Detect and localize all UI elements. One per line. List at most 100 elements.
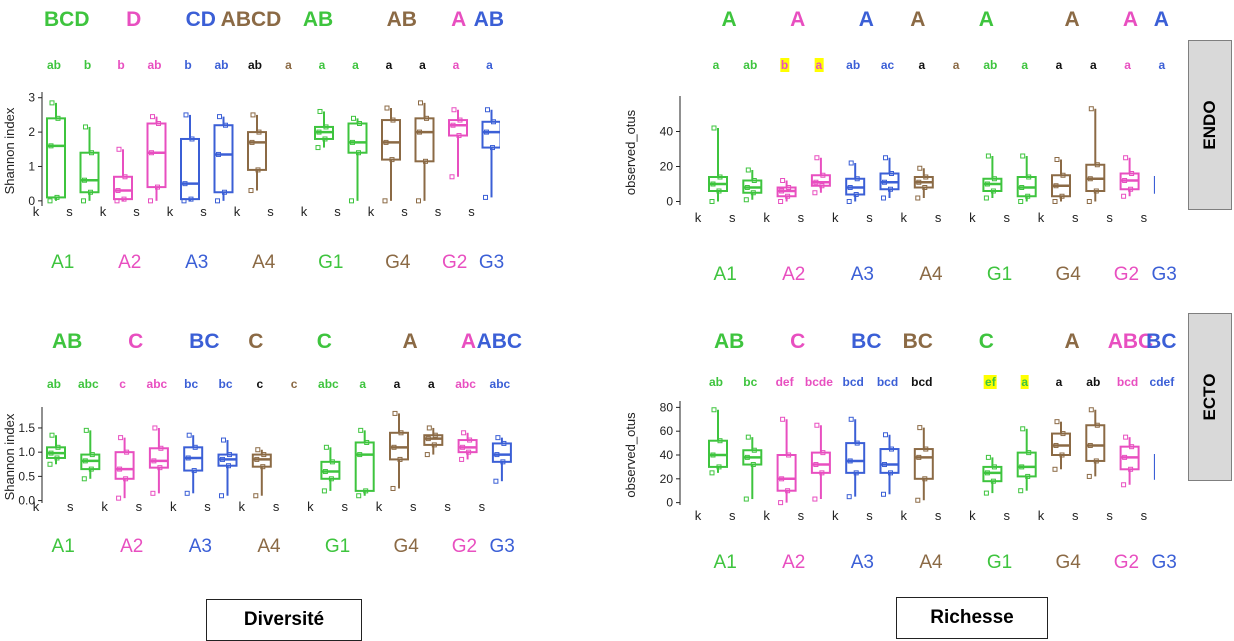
group-letter: A xyxy=(1123,8,1138,32)
richesse-caption: Richesse xyxy=(930,607,1013,628)
group-letter: BC xyxy=(1146,330,1176,354)
site-label: G3 xyxy=(1152,264,1177,286)
group-letter: A xyxy=(910,8,925,32)
x-tick-label: s xyxy=(798,210,805,225)
box-plot xyxy=(215,115,233,203)
data-point xyxy=(419,101,423,105)
box-letter: a xyxy=(284,58,293,72)
data-point xyxy=(82,199,86,203)
box-letter: bc xyxy=(742,375,758,389)
data-point xyxy=(1021,427,1025,431)
x-tick-label: s xyxy=(1003,210,1010,225)
data-point xyxy=(50,101,54,105)
group-letter: C xyxy=(790,330,805,354)
y-tick-label: 1 xyxy=(28,159,35,173)
data-point xyxy=(781,179,785,183)
group-letter: A xyxy=(859,8,874,32)
x-tick-label: s xyxy=(1141,210,1148,225)
x-tick-label: k xyxy=(101,499,108,514)
site-label: G2 xyxy=(1114,552,1139,574)
box-body xyxy=(215,125,233,192)
box-letter: a xyxy=(358,377,367,391)
box-letter: b xyxy=(183,58,192,72)
data-point xyxy=(251,113,255,117)
box-plot xyxy=(382,106,400,203)
y-tick-label: 20 xyxy=(660,472,674,486)
box-letter: ab xyxy=(845,58,861,72)
group-letter: BCD xyxy=(44,8,90,32)
data-point xyxy=(216,199,220,203)
x-tick-label: s xyxy=(133,204,140,219)
data-point xyxy=(496,436,500,440)
y-tick-label: 20 xyxy=(660,160,674,174)
ecto-label: ECTO xyxy=(1200,374,1220,421)
site-label: G3 xyxy=(490,536,515,558)
y-axis-label: Shannon index xyxy=(2,413,17,500)
y-axis-label: observed_otus xyxy=(623,412,638,498)
data-point xyxy=(1055,420,1059,424)
data-point xyxy=(151,115,155,119)
group-letter: AB xyxy=(714,330,744,354)
x-tick-label: s xyxy=(341,499,348,514)
box-plot xyxy=(1086,107,1104,204)
data-point xyxy=(48,462,52,466)
x-tick-label: k xyxy=(368,204,375,219)
data-point xyxy=(486,108,490,112)
group-letter: C xyxy=(317,330,332,354)
box-letter: a xyxy=(917,58,926,72)
site-label: G3 xyxy=(1152,552,1177,574)
box-letter: a xyxy=(485,58,494,72)
group-letter: AB xyxy=(303,8,333,32)
x-tick-label: k xyxy=(695,210,702,225)
data-point xyxy=(117,496,121,500)
box-letter: c xyxy=(290,377,299,391)
box-plot xyxy=(248,113,266,193)
x-tick-label: k xyxy=(695,508,702,523)
y-axis-label: Shannon index xyxy=(2,107,17,194)
box-letter: abc xyxy=(317,377,340,391)
box-letter: abc xyxy=(489,377,512,391)
site-label: A3 xyxy=(185,252,208,274)
data-point xyxy=(484,195,488,199)
data-point xyxy=(916,498,920,502)
data-point xyxy=(1122,483,1126,487)
data-point xyxy=(452,108,456,112)
site-label: G1 xyxy=(987,552,1012,574)
site-label: A1 xyxy=(714,552,737,574)
site-label: G2 xyxy=(442,252,467,274)
box-plot xyxy=(81,125,99,203)
site-label: A3 xyxy=(851,552,874,574)
box-plot xyxy=(1121,435,1139,487)
x-tick-label: s xyxy=(479,499,486,514)
box-letter: a xyxy=(1020,375,1029,389)
x-tick-label: s xyxy=(1106,508,1113,523)
box-plot xyxy=(150,426,168,495)
group-letter: A xyxy=(1154,8,1169,32)
box-letter: a xyxy=(712,58,721,72)
box-plot xyxy=(493,436,511,484)
box-letter: b xyxy=(780,58,789,72)
box-letter: ab xyxy=(46,377,62,391)
x-tick-label: s xyxy=(66,204,73,219)
box-letter: b xyxy=(116,58,125,72)
box-plot xyxy=(184,433,202,495)
x-tick-label: s xyxy=(729,508,736,523)
site-label: A4 xyxy=(252,252,275,274)
diversite-caption: Diversité xyxy=(244,609,324,630)
data-point xyxy=(352,116,356,120)
y-tick-label: 60 xyxy=(660,424,674,438)
data-point xyxy=(712,408,716,412)
x-tick-label: k xyxy=(167,204,174,219)
site-label: G1 xyxy=(318,252,343,274)
data-point xyxy=(1124,156,1128,160)
y-tick-label: 0 xyxy=(666,195,673,209)
box-letter: a xyxy=(1020,58,1029,72)
data-point xyxy=(119,436,123,440)
box-letter: ab xyxy=(708,375,724,389)
data-point xyxy=(151,491,155,495)
data-point xyxy=(1087,200,1091,204)
box-letter: abc xyxy=(77,377,100,391)
